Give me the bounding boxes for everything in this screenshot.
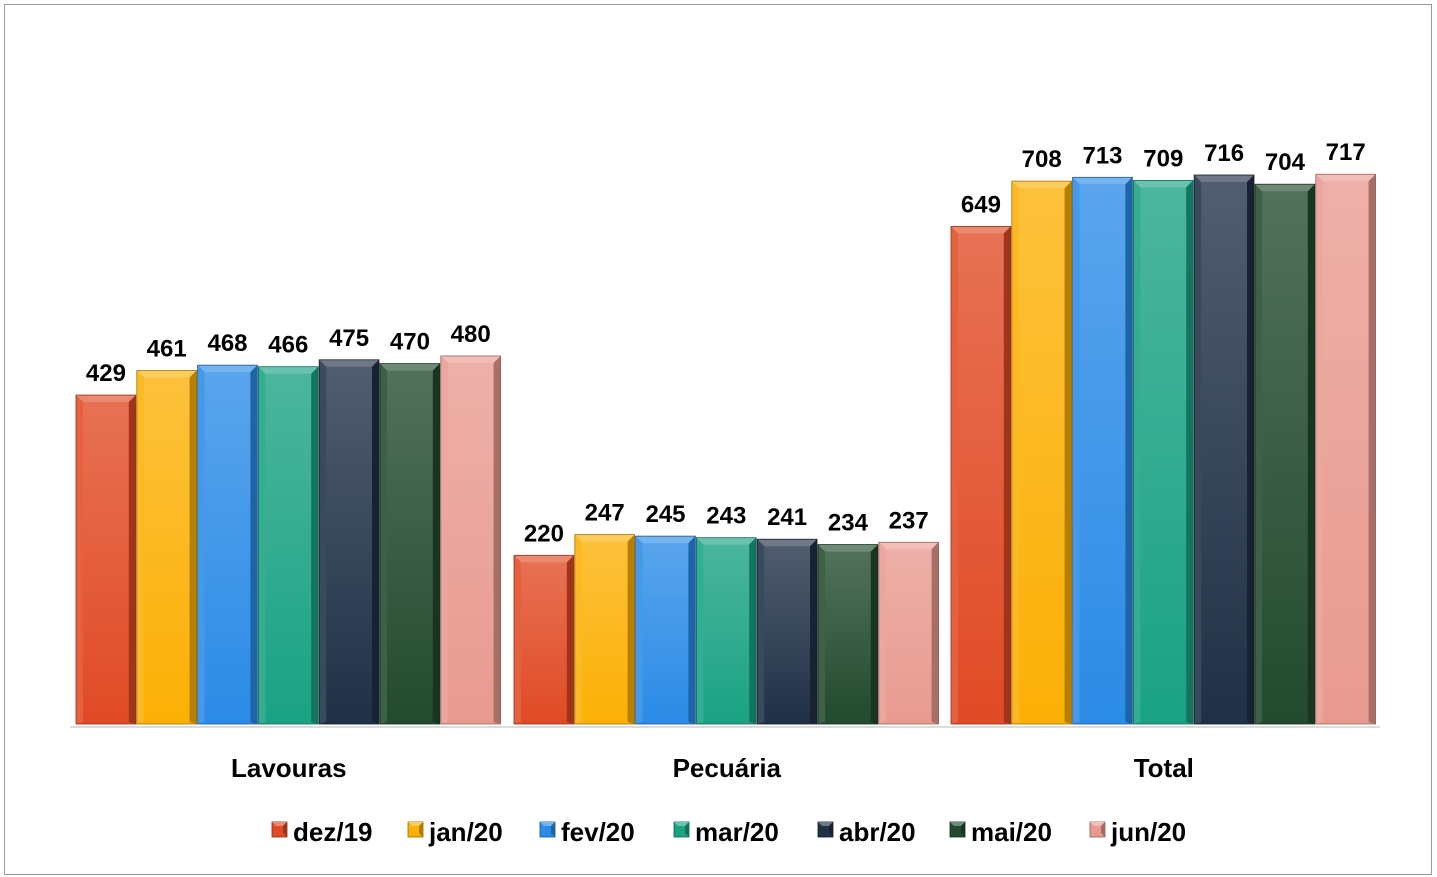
value-label: 704 — [1265, 149, 1306, 176]
bar-abr-20-pecuária — [756, 538, 818, 725]
bar-abr-20-total — [1193, 174, 1255, 725]
legend-label: abr/20 — [839, 817, 916, 847]
bar-mai-20-total — [1254, 183, 1316, 725]
bar-dez-19-lavouras — [75, 394, 137, 725]
bar-jan-20-pecuária — [574, 534, 635, 725]
bar-fev-20-pecuária — [635, 535, 696, 725]
value-label: 649 — [961, 191, 1001, 218]
value-label: 708 — [1022, 146, 1062, 173]
bar-fev-20-total — [1072, 176, 1133, 725]
value-label: 480 — [451, 321, 491, 348]
category-label-pecuária: Pecuária — [673, 753, 782, 783]
legend-item-mai-20: mai/20 — [949, 817, 1052, 847]
legend-label: jan/20 — [428, 817, 503, 847]
value-label: 475 — [329, 325, 369, 352]
bar-mar-20-lavouras — [257, 366, 319, 725]
legend-item-fev-20: fev/20 — [539, 817, 635, 847]
category-label-total: Total — [1134, 753, 1194, 783]
bar-mar-20-total — [1133, 179, 1194, 725]
chart-area: 429 461 468 466 475 470 480 220 247 245 243 241 234 2… — [4, 4, 1432, 875]
bar-abr-20-lavouras — [318, 359, 380, 725]
legend-label: jun/20 — [1110, 817, 1186, 847]
value-label: 237 — [889, 507, 929, 534]
value-label: 468 — [207, 330, 247, 357]
value-label: 247 — [585, 500, 625, 527]
legend: dez/19 jan/20 fev/20 mar/20 abr/20 mai/20 jun/… — [271, 817, 1186, 847]
legend-item-mar-20: mar/20 — [673, 817, 779, 847]
legend-label: mar/20 — [695, 817, 779, 847]
bar-jun-20-lavouras — [440, 355, 501, 725]
value-label: 234 — [828, 510, 869, 537]
bar-mai-20-lavouras — [379, 363, 441, 725]
value-label: 241 — [767, 504, 807, 531]
bar-jan-20-total — [1011, 180, 1072, 725]
bar-jun-20-pecuária — [878, 541, 939, 725]
bars-layer — [75, 173, 1377, 725]
bar-fev-20-lavouras — [197, 364, 258, 725]
legend-item-jun-20: jun/20 — [1089, 817, 1186, 847]
bar-mai-20-pecuária — [817, 544, 879, 725]
bar-jun-20-total — [1315, 173, 1377, 725]
legend-label: dez/19 — [293, 817, 373, 847]
bar-chart: 429 461 468 466 475 470 480 220 247 245 243 241 234 2… — [70, 139, 1380, 847]
value-label: 220 — [524, 520, 564, 547]
value-label: 717 — [1326, 139, 1366, 166]
legend-item-dez-19: dez/19 — [271, 817, 373, 847]
legend-label: mai/20 — [971, 817, 1052, 847]
value-label: 470 — [390, 329, 430, 356]
value-label: 461 — [147, 336, 187, 363]
legend-item-jan-20: jan/20 — [407, 817, 503, 847]
category-label-lavouras: Lavouras — [231, 753, 347, 783]
value-label: 709 — [1143, 145, 1183, 172]
value-label: 245 — [645, 501, 685, 528]
bar-dez-19-total — [950, 225, 1012, 725]
value-label: 243 — [706, 503, 746, 530]
value-label: 713 — [1082, 142, 1122, 169]
bar-jan-20-lavouras — [136, 370, 198, 725]
value-labels: 429 461 468 466 475 470 480 220 247 245 243 241 234 2… — [86, 139, 1366, 547]
bar-dez-19-pecuária — [513, 554, 575, 725]
value-label: 429 — [86, 360, 126, 387]
value-label: 716 — [1204, 140, 1244, 167]
legend-label: fev/20 — [561, 817, 635, 847]
bar-mar-20-pecuária — [696, 537, 757, 725]
legend-item-abr-20: abr/20 — [817, 817, 916, 847]
value-label: 466 — [268, 332, 308, 359]
category-labels: Lavouras Pecuária Total — [231, 753, 1194, 783]
